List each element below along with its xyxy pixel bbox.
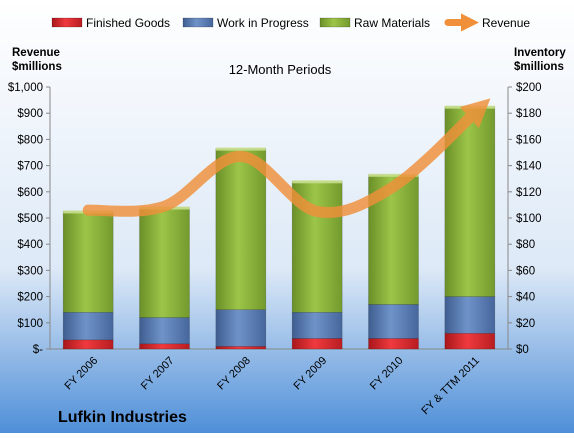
right-tick-label: $180 <box>516 108 542 120</box>
bar-finished-goods-fy-2010 <box>368 338 419 350</box>
legend-label-revenue: Revenue <box>482 16 530 30</box>
bar-work-in-progress-fy-2009 <box>291 312 343 339</box>
bar-top-rim-fy-2010 <box>368 173 419 177</box>
right-tick-label: $80 <box>516 239 535 251</box>
right-tick-label: $120 <box>516 187 542 199</box>
left-axis-ticks: $- $100 $200 $300 $400 $500 $600 $700 $800 $900 $1… <box>8 82 50 356</box>
bar-work-in-progress-fy-2008 <box>215 309 267 347</box>
right-tick-label: $200 <box>516 82 542 94</box>
right-tick-label: $140 <box>516 161 542 173</box>
revenue-line <box>82 98 491 218</box>
bar-work-in-progress-fy-2006 <box>62 312 114 341</box>
right-tick-label: $20 <box>516 318 535 330</box>
legend-label-raw-materials: Raw Materials <box>354 16 430 30</box>
revenue-series <box>82 98 491 218</box>
left-tick-label: $400 <box>17 239 43 251</box>
bar-finished-goods-fy-ttm-2011 <box>444 332 496 350</box>
left-tick-label: $300 <box>17 265 43 277</box>
bar-finished-goods-fy-2009 <box>291 338 343 350</box>
left-tick-label: $- <box>33 344 43 356</box>
left-tick-label: $800 <box>17 134 43 146</box>
bar-top-rim-fy-2008 <box>215 147 266 151</box>
bar-raw-materials-fy-2008 <box>215 148 267 311</box>
legend-label-finished-goods: Finished Goods <box>86 16 170 30</box>
right-tick-label: $40 <box>516 292 535 304</box>
left-tick-label: $900 <box>17 108 43 120</box>
right-tick-label: $0 <box>516 344 529 356</box>
bar-finished-goods-fy-2008 <box>215 346 267 350</box>
left-axis-label-line1: Revenue <box>12 47 60 59</box>
bar-finished-goods-fy-2007 <box>139 343 190 350</box>
left-axis-label-line2: $millions <box>12 61 62 73</box>
legend-swatch-work-in-progress <box>182 17 214 28</box>
right-tick-label: $100 <box>516 213 542 225</box>
legend-label-work-in-progress: Work in Progress <box>217 16 309 30</box>
bars <box>62 105 496 350</box>
bar-top-rim-fy-ttm-2011 <box>444 105 495 109</box>
left-tick-label: $600 <box>17 187 43 199</box>
legend: Finished Goods Work in Progress Raw Materi… <box>51 13 530 32</box>
left-tick-label: $500 <box>17 213 43 225</box>
left-tick-label: $100 <box>17 318 43 330</box>
bar-raw-materials-fy-2007 <box>139 207 190 318</box>
bar-top-rim-fy-2009 <box>292 180 343 184</box>
bar-finished-goods-fy-2006 <box>62 339 114 350</box>
chart-subtitle: 12-Month Periods <box>229 62 332 77</box>
right-axis-ticks: $0 $20 $40 $60 $80 $100 $120 $140 $160 $180 $200 <box>508 82 542 356</box>
right-axis-label-line1: Inventory <box>514 47 566 59</box>
left-tick-label: $1,000 <box>8 82 43 94</box>
legend-swatch-finished-goods <box>51 17 83 28</box>
right-tick-label: $60 <box>516 265 535 277</box>
bar-work-in-progress-fy-ttm-2011 <box>444 296 496 334</box>
bar-work-in-progress-fy-2007 <box>139 317 190 345</box>
company-name: Lufkin Industries <box>58 409 187 426</box>
bar-raw-materials-fy-2006 <box>62 211 114 313</box>
bar-work-in-progress-fy-2010 <box>368 304 419 339</box>
right-axis-label-line2: $millions <box>514 61 564 73</box>
legend-swatch-raw-materials <box>319 17 351 28</box>
right-tick-label: $160 <box>516 134 542 146</box>
left-tick-label: $200 <box>17 292 43 304</box>
left-tick-label: $700 <box>17 161 43 173</box>
